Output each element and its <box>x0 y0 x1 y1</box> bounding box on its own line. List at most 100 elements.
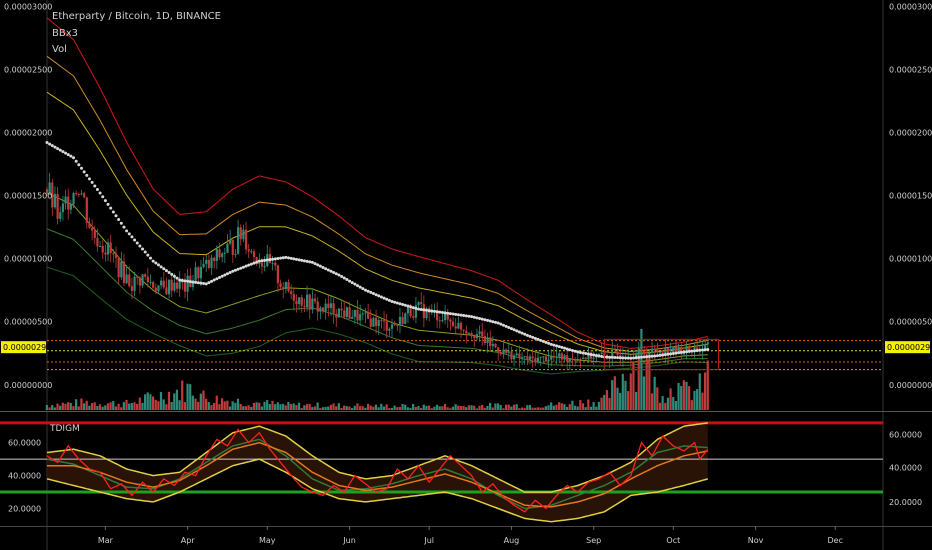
candle-body <box>295 300 298 305</box>
volume-bar <box>183 402 187 410</box>
basis-dot <box>101 195 105 199</box>
basis-dot <box>629 356 633 360</box>
basis-dot <box>454 312 458 316</box>
basis-dot <box>356 284 360 288</box>
basis-dot <box>563 346 567 350</box>
bb-indicator-label[interactable]: BBx3 <box>52 28 79 39</box>
candle-body <box>178 278 181 289</box>
basis-dot <box>377 294 381 298</box>
basis-dot <box>64 151 68 155</box>
volume-bar <box>51 405 54 410</box>
volume-bar <box>412 403 415 410</box>
volume-bar <box>220 398 224 410</box>
candle-body <box>144 274 147 277</box>
candle-body <box>191 280 195 288</box>
volume-bar <box>523 407 526 410</box>
price-tick-right: 0.00001000 <box>889 255 932 264</box>
volume-bar <box>343 405 346 410</box>
basis-dot <box>647 355 651 359</box>
basis-dot <box>363 288 367 292</box>
basis-dot <box>576 350 580 354</box>
basis-dot <box>488 319 492 323</box>
basis-dot <box>329 269 333 273</box>
basis-dot <box>228 270 232 274</box>
volume-bar <box>128 403 131 410</box>
candle-body <box>611 351 614 359</box>
candle-body <box>653 348 656 350</box>
basis-dot <box>618 356 622 360</box>
basis-dot <box>273 257 277 261</box>
volume-bar <box>526 405 529 410</box>
volume-bar <box>356 403 359 410</box>
bb-upper-band-2 <box>46 55 708 353</box>
volume-bar <box>218 404 221 410</box>
volume-bar <box>305 404 309 410</box>
basis-dot <box>199 281 203 285</box>
basis-dot <box>549 342 553 346</box>
candle-body <box>173 282 176 291</box>
candle-body <box>165 287 168 295</box>
volume-bar <box>462 405 465 410</box>
volume-bar <box>162 399 165 410</box>
volume-bar <box>680 386 683 410</box>
volume-bar <box>122 402 125 410</box>
price-tick-left: 0.00001000 <box>4 255 52 264</box>
volume-bar <box>136 403 139 410</box>
candle-body <box>340 308 343 311</box>
volume-bar <box>616 387 619 410</box>
candle-body <box>467 333 471 335</box>
basis-dot <box>66 153 70 157</box>
volume-bar <box>284 405 287 410</box>
bb-upper-band-1 <box>46 17 708 349</box>
basis-dot <box>592 353 596 357</box>
basis-dot <box>470 315 474 319</box>
vol-indicator-label[interactable]: Vol <box>52 44 67 55</box>
candle-body <box>98 245 102 247</box>
candle-body <box>672 346 675 353</box>
candle-body <box>664 348 667 356</box>
price-tick-left: 0.00001500 <box>4 192 52 201</box>
candle-body <box>613 351 617 353</box>
basis-dot <box>321 265 325 269</box>
candle-body <box>491 343 494 347</box>
basis-dot <box>313 262 317 266</box>
month-label: Oct <box>666 536 680 545</box>
volume-bar <box>563 404 566 410</box>
volume-bars <box>45 329 709 410</box>
candle-body <box>313 298 317 302</box>
basis-dot <box>411 306 415 310</box>
candle-body <box>93 230 96 238</box>
candle-body <box>202 263 205 268</box>
tdi-tick-right: 40.0000 <box>889 463 922 472</box>
basis-dot <box>265 258 269 262</box>
basis-dot <box>281 256 285 260</box>
volume-bar <box>475 408 478 410</box>
volume-bar <box>473 405 476 410</box>
candle-body <box>544 356 548 362</box>
candle-body <box>154 287 157 292</box>
basis-dot <box>151 259 155 263</box>
volume-bar <box>435 404 439 410</box>
basis-dot <box>308 260 312 264</box>
volume-bar <box>146 392 149 410</box>
candle-body <box>271 262 274 264</box>
basis-dot <box>111 210 115 214</box>
volume-bar <box>199 393 202 410</box>
volume-bar <box>451 406 455 410</box>
candle-body <box>457 322 460 329</box>
candle-body <box>364 312 367 314</box>
candle-body <box>120 261 123 278</box>
tdigm-label: TDIGM <box>49 424 80 434</box>
candle-body <box>475 333 479 339</box>
last-price-tags: 0.00000298 0.00000298 <box>1 341 932 354</box>
basis-dot <box>406 304 410 308</box>
basis-dot <box>523 332 527 336</box>
candle-body <box>250 251 253 253</box>
volume-bar <box>613 376 616 410</box>
basis-dot <box>557 345 561 349</box>
candle-body <box>236 227 240 254</box>
volume-bar <box>621 373 624 410</box>
basis-dot <box>77 163 81 167</box>
month-label: Nov <box>748 536 764 545</box>
